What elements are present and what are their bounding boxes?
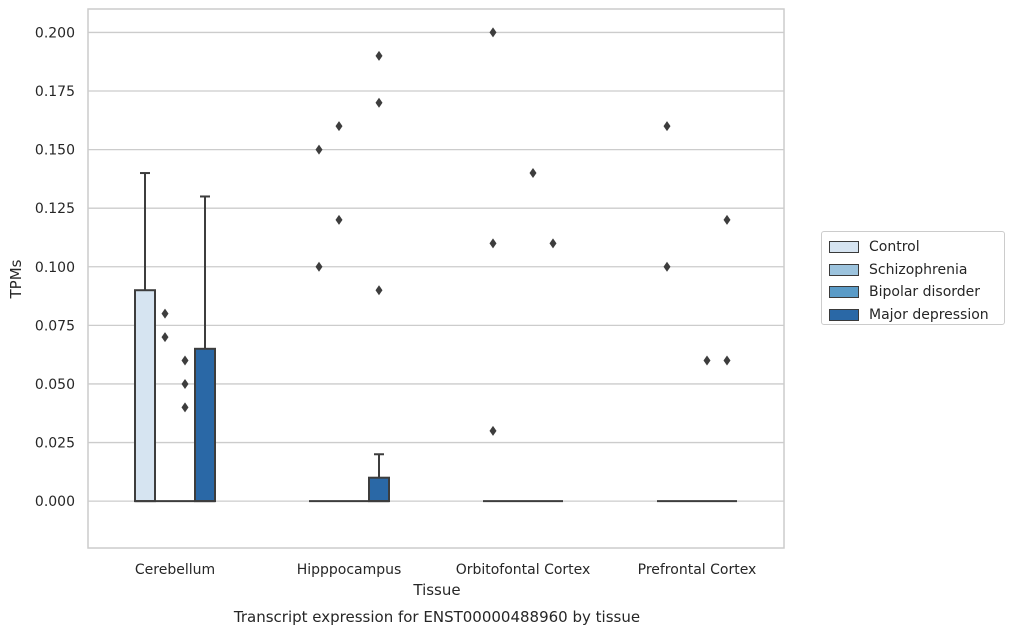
outlier-point — [181, 378, 189, 389]
y-tick-label: 0.100 — [35, 260, 75, 276]
boxes — [134, 172, 737, 503]
legend-label-schizophrenia: Schizophrenia — [869, 261, 968, 278]
legend-swatch-control — [829, 241, 859, 254]
outlier-point — [335, 214, 343, 225]
legend-item-schizophrenia: Schizophrenia — [829, 259, 1004, 282]
outlier-point — [723, 214, 731, 225]
y-tick-label: 0.200 — [35, 25, 75, 41]
box-body — [368, 476, 390, 503]
y-axis-title: TPMs — [7, 259, 25, 299]
legend-label-major-depression: Major depression — [869, 306, 989, 323]
x-tick-label: Hipppocampus — [297, 562, 402, 578]
legend-item-bipolar-disorder: Bipolar disorder — [829, 281, 1004, 304]
x-tick-label: Orbitofontal Cortex — [456, 562, 591, 578]
outlier-point — [489, 27, 497, 38]
outlier-point — [335, 121, 343, 132]
legend-swatch-bipolar-disorder — [829, 286, 859, 299]
legend: Control Schizophrenia Bipolar disorder M… — [821, 231, 1005, 325]
outlier-point — [375, 285, 383, 296]
outlier-point — [181, 402, 189, 413]
legend-label-control: Control — [869, 239, 920, 256]
legend-item-control: Control — [829, 236, 1004, 259]
outlier-point — [549, 238, 557, 249]
outlier-point — [529, 168, 537, 179]
outlier-points — [161, 27, 731, 436]
outlier-point — [489, 425, 497, 436]
outlier-point — [489, 238, 497, 249]
box-major-depression-hipppocampus — [368, 453, 390, 503]
x-tick-label: Cerebellum — [135, 562, 215, 578]
y-tick-label: 0.125 — [35, 201, 75, 217]
outlier-point — [315, 261, 323, 272]
x-axis-title: Tissue — [412, 581, 460, 599]
legend-swatch-schizophrenia — [829, 263, 859, 276]
legend-label-bipolar-disorder: Bipolar disorder — [869, 284, 981, 301]
outlier-point — [663, 121, 671, 132]
y-tick-label: 0.175 — [35, 84, 75, 100]
y-tick-label: 0.050 — [35, 377, 75, 393]
box-body — [134, 289, 156, 503]
outlier-point — [181, 355, 189, 366]
legend-swatch-major-depression — [829, 308, 859, 321]
y-tick-label: 0.025 — [35, 436, 75, 452]
grid-lines — [88, 31, 784, 502]
outlier-point — [723, 355, 731, 366]
y-tick-labels: 0.000 0.025 0.050 0.075 0.100 0.125 0.150 0.175… — [35, 25, 75, 510]
outlier-point — [161, 308, 169, 319]
outlier-point — [703, 355, 711, 366]
outlier-point — [161, 332, 169, 343]
y-tick-label: 0.000 — [35, 494, 75, 510]
x-tick-labels: Cerebellum Hipppocampus Orbitofontal Corte… — [135, 562, 756, 578]
chart-title: Transcript expression for ENST0000048896… — [233, 608, 640, 626]
box-major-depression-cerebellum — [194, 195, 216, 503]
y-tick-label: 0.075 — [35, 318, 75, 334]
box-control-cerebellum — [134, 172, 156, 503]
outlier-point — [375, 97, 383, 108]
x-tick-label: Prefrontal Cortex — [638, 562, 757, 578]
outlier-point — [315, 144, 323, 155]
outlier-point — [663, 261, 671, 272]
outlier-point — [375, 50, 383, 61]
legend-item-major-depression: Major depression — [829, 304, 1004, 327]
y-tick-label: 0.150 — [35, 143, 75, 159]
box-body — [194, 347, 216, 503]
plot-frame — [87, 8, 785, 549]
